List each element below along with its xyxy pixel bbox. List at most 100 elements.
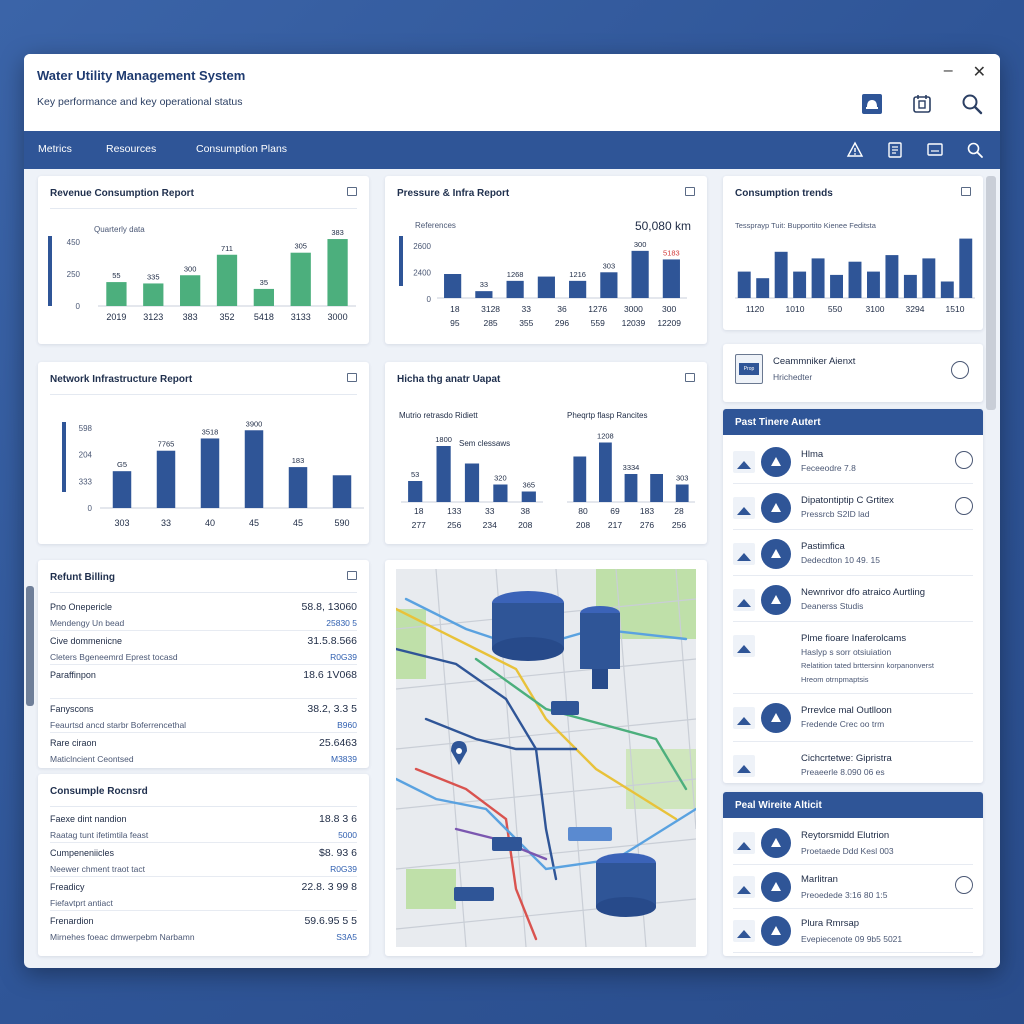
calendar-icon[interactable] xyxy=(910,92,934,116)
card-menu-icon[interactable] xyxy=(685,187,695,196)
nav-item-resources[interactable]: Resources xyxy=(106,143,157,155)
card-menu-icon[interactable] xyxy=(347,373,357,382)
water-tank-icon[interactable] xyxy=(492,591,564,661)
chart-bar[interactable] xyxy=(811,258,825,298)
chart-bar[interactable] xyxy=(903,274,917,298)
chart-bar[interactable] xyxy=(436,446,451,502)
chart-bar[interactable] xyxy=(244,430,264,508)
row-label: Cive dommenicne xyxy=(50,636,123,646)
row-value: 18.6 1V068 xyxy=(303,669,357,681)
chart-category-label: 3133 xyxy=(291,312,311,322)
chart-bar[interactable] xyxy=(662,259,680,298)
chart-bar[interactable] xyxy=(600,272,618,298)
map-marker-label[interactable] xyxy=(551,701,579,715)
chart-bar[interactable] xyxy=(180,275,201,306)
document-icon[interactable] xyxy=(884,139,906,161)
alert-list-item[interactable]: Marlitran Preoedede 3:16 80 1:5 xyxy=(733,866,973,910)
reservoir-tank-icon[interactable] xyxy=(596,853,656,917)
chart-bar[interactable] xyxy=(253,288,274,306)
card-menu-icon[interactable] xyxy=(347,187,357,196)
chart-bar[interactable] xyxy=(493,484,508,503)
message-icon[interactable] xyxy=(924,139,946,161)
nav-search-icon[interactable] xyxy=(964,139,986,161)
chart-bar[interactable] xyxy=(650,474,663,502)
chart-bar[interactable] xyxy=(521,491,536,503)
chart-bar[interactable] xyxy=(200,438,220,508)
chart-bar[interactable] xyxy=(444,274,462,298)
chart-bar[interactable] xyxy=(143,283,164,306)
row-value: 59.6.95 5 5 xyxy=(304,915,357,927)
app-title: Water Utility Management System xyxy=(37,68,246,83)
chart-bar[interactable] xyxy=(737,271,751,298)
card-menu-icon[interactable] xyxy=(961,187,971,196)
chart-bar[interactable] xyxy=(216,254,238,306)
network-map[interactable] xyxy=(396,569,696,947)
chart-bar[interactable] xyxy=(599,442,612,503)
close-button[interactable]: ✕ xyxy=(972,64,986,81)
chart-bar[interactable] xyxy=(624,474,638,502)
water-tower-icon[interactable] xyxy=(580,606,620,689)
row-divider xyxy=(50,630,357,631)
chart-bar[interactable] xyxy=(675,484,689,503)
card-menu-icon[interactable] xyxy=(347,571,357,580)
alert-list-item[interactable]: Plura Rmrsap Evepiecenote 09 9b5 5021 xyxy=(733,910,973,954)
row-label: Frenardion xyxy=(50,916,94,926)
map-marker-label[interactable] xyxy=(568,827,612,841)
map-location-pin-icon[interactable] xyxy=(451,741,467,765)
alert-list-item[interactable]: Plme fioare Inaferolcams Haslyp s sorr ot… xyxy=(733,625,973,691)
alert-triangle-icon[interactable] xyxy=(844,139,866,161)
chart-bar[interactable] xyxy=(959,238,973,298)
chart-bar[interactable] xyxy=(464,463,480,503)
chart-bar[interactable] xyxy=(774,251,788,298)
chart-bar[interactable] xyxy=(573,456,587,503)
chart-bar[interactable] xyxy=(288,467,308,508)
nav-item-consumption-plans[interactable]: Consumption Plans xyxy=(196,143,288,155)
alert-clock-icon[interactable] xyxy=(955,451,973,469)
chart-bar[interactable] xyxy=(327,239,348,306)
chart-bar[interactable] xyxy=(569,280,587,298)
chart-data-label: 711 xyxy=(221,244,233,253)
map-marker-label[interactable] xyxy=(454,887,494,901)
chart-bar[interactable] xyxy=(885,255,899,298)
chart-bar[interactable] xyxy=(848,261,862,298)
nav-item-metrics[interactable]: Metrics xyxy=(38,143,72,155)
alert-list-item[interactable]: Hlma Feceeodre 7.8 xyxy=(733,441,973,485)
alert-list-item[interactable]: Cichcrtetwe: Gipristra Preaeerle 8.090 06… xyxy=(733,745,973,789)
customer-alert-card[interactable]: Prop Ceammniker Aienxt Hrichedter xyxy=(723,344,983,402)
minimize-button[interactable]: – xyxy=(943,62,953,79)
chart-bar[interactable] xyxy=(830,274,843,298)
right-scrollbar[interactable] xyxy=(986,176,996,410)
chart-bar[interactable] xyxy=(112,471,132,508)
chart-bar[interactable] xyxy=(106,282,127,306)
chart-bar[interactable] xyxy=(940,281,954,299)
left-scrollbar[interactable] xyxy=(26,586,34,706)
row-label: Rare ciraon xyxy=(50,738,97,748)
search-icon[interactable] xyxy=(960,92,984,116)
chart-bar[interactable] xyxy=(408,481,423,502)
alert-clock-icon[interactable] xyxy=(955,497,973,515)
chart-bar[interactable] xyxy=(290,252,311,306)
chart-bar[interactable] xyxy=(332,475,352,508)
chart-bar[interactable] xyxy=(156,450,176,508)
alert-list-item[interactable]: Prrevlce mal Outlloon Fredende Crec oo tr… xyxy=(733,697,973,741)
alert-detail: Evepiecenote 09 9b5 5021 xyxy=(801,934,903,944)
alert-list-item[interactable]: Reytorsmidd Elutrion Proetaede Ddd Kesl 0… xyxy=(733,822,973,866)
clock-icon[interactable] xyxy=(951,361,969,379)
row-label: Paraffinpon xyxy=(50,670,96,680)
chart-bar[interactable] xyxy=(867,271,880,298)
map-marker-label[interactable] xyxy=(492,837,522,851)
notification-bell-icon[interactable] xyxy=(860,92,884,116)
chart-bar[interactable] xyxy=(475,291,493,298)
chart-bar[interactable] xyxy=(537,276,555,298)
chart-bar[interactable] xyxy=(756,278,770,298)
chart-bar[interactable] xyxy=(922,258,936,298)
chart-bar[interactable] xyxy=(631,250,649,298)
alert-clock-icon[interactable] xyxy=(955,876,973,894)
alert-list-item[interactable]: Pastimfica Dedecdton 10 49. 15 xyxy=(733,533,973,577)
alert-list-item[interactable]: Newnrivor dfo atraico Aurtling Deanerss S… xyxy=(733,579,973,623)
chart-bar[interactable] xyxy=(506,280,524,298)
chart-bar[interactable] xyxy=(793,271,807,298)
network-map-card[interactable] xyxy=(385,560,707,956)
alert-list-item[interactable]: Dipatontiptip C Grtitex Pressrcb S2ID lad xyxy=(733,487,973,531)
card-menu-icon[interactable] xyxy=(685,373,695,382)
